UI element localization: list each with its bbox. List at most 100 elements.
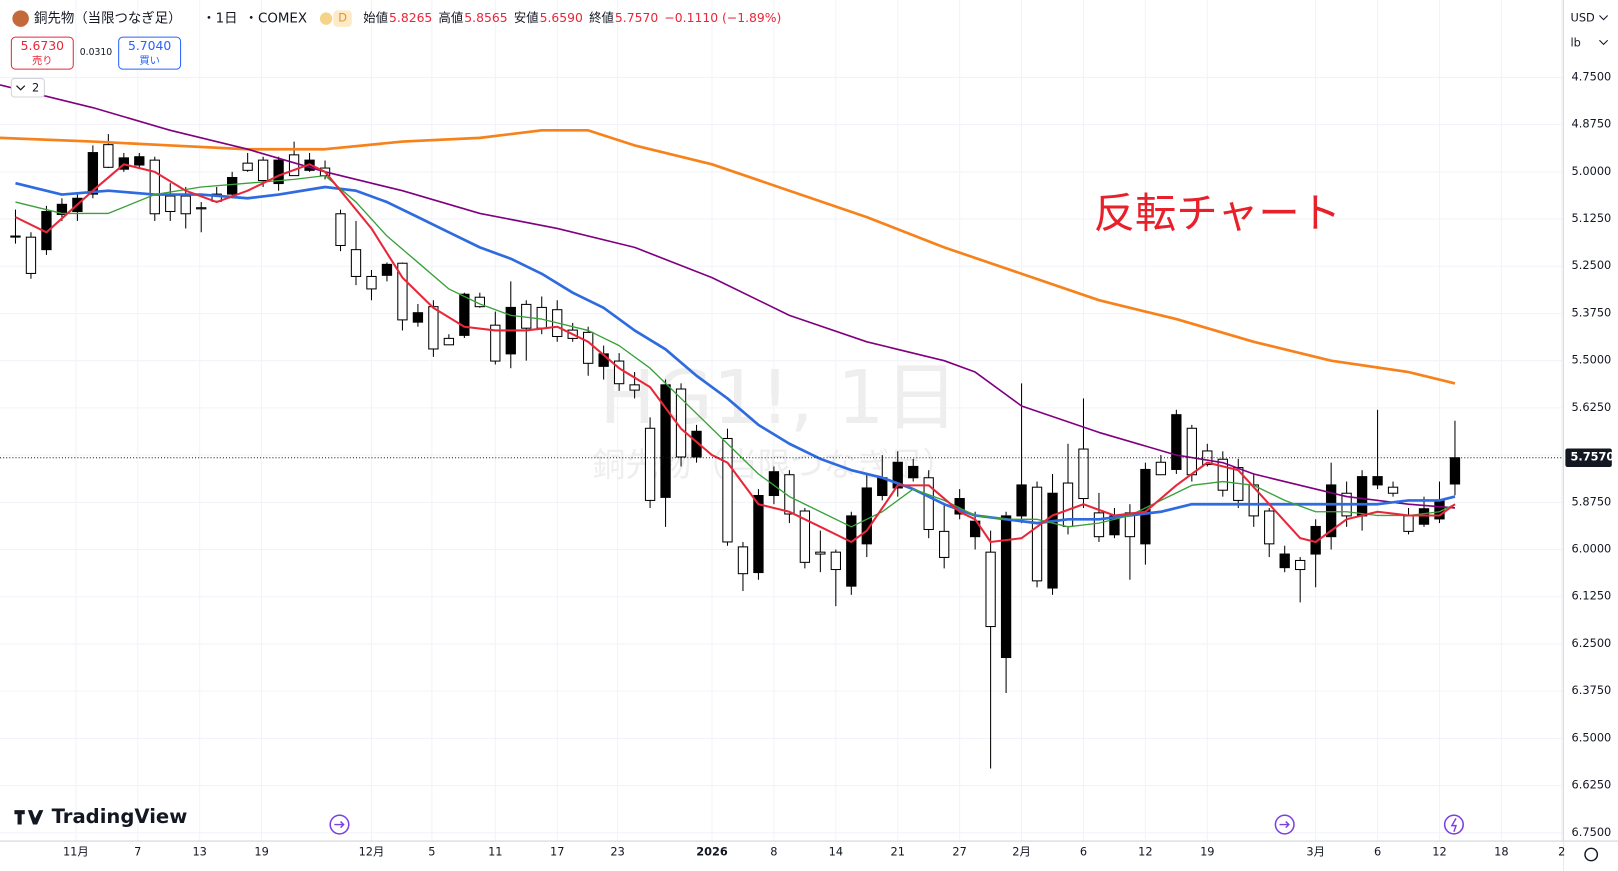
candle-body xyxy=(335,213,346,247)
y-tick-label: 5.8750 xyxy=(1572,494,1612,508)
candle-body xyxy=(722,437,733,543)
price-axis xyxy=(1563,0,1618,871)
candle-body xyxy=(397,262,408,321)
current-price-label: 5.7570 xyxy=(1571,450,1615,464)
candle-body xyxy=(1295,559,1306,571)
candle-body xyxy=(443,337,455,346)
moving-average xyxy=(15,163,1456,544)
indicator-toggle[interactable] xyxy=(10,77,45,98)
candle-body xyxy=(1155,461,1167,476)
x-tick-label: 11月 xyxy=(63,844,89,858)
y-tick-label: 5.0000 xyxy=(1572,164,1612,178)
brand: TradingView xyxy=(52,805,188,828)
moving-average xyxy=(15,174,1456,528)
candle-body xyxy=(87,152,99,195)
y-tick-label: 6.0000 xyxy=(1572,542,1612,556)
event-icon[interactable] xyxy=(1443,814,1464,835)
candle-body xyxy=(1186,427,1197,476)
candle-body xyxy=(180,195,191,215)
candle-body xyxy=(644,427,656,501)
candle-body xyxy=(242,162,253,171)
x-tick-label: 6 xyxy=(1080,844,1087,858)
indicator-count: 2 xyxy=(32,81,39,95)
time-axis xyxy=(0,841,1564,871)
candle-body xyxy=(1000,515,1012,659)
x-tick-label: 12月 xyxy=(359,844,385,858)
candle-body xyxy=(629,384,640,391)
unit[interactable]: lb xyxy=(1571,35,1581,49)
x-tick-label: 19 xyxy=(1200,844,1214,858)
candle-body xyxy=(1372,476,1383,486)
x-tick-label: 5 xyxy=(428,844,435,858)
settings-icon[interactable] xyxy=(1584,847,1599,862)
y-tick-label: 6.2500 xyxy=(1572,636,1612,650)
ohlc-header: 始値 5.8265 高値 5.8565 安値 5.6590 終値 5.7570 −0.1110 … xyxy=(363,10,781,25)
plot xyxy=(0,84,1564,769)
candle-body xyxy=(1171,414,1182,470)
candle-body xyxy=(1047,492,1058,589)
ohlc-value: 5.7570 xyxy=(615,11,658,25)
axes: 4.7500 4.8750 5.0000 5.1250 5.2500 5.3750 5.50… xyxy=(63,69,1614,858)
x-tick-label: 11 xyxy=(488,844,502,858)
x-tick-label: 27 xyxy=(952,844,966,858)
y-tick-label: 5.5000 xyxy=(1572,353,1612,367)
candle-body xyxy=(25,236,37,274)
sell-button[interactable] xyxy=(10,36,74,70)
y-tick-label: 5.2500 xyxy=(1572,258,1612,272)
x-tick-label: 7 xyxy=(134,844,141,858)
candle-body xyxy=(412,312,424,323)
x-tick-label: 6 xyxy=(1374,844,1381,858)
x-tick-label: 2026 xyxy=(696,844,728,858)
candle-body xyxy=(908,465,919,479)
candle-body xyxy=(1264,510,1275,545)
y-tick-label: 6.1250 xyxy=(1572,589,1612,603)
y-tick-label: 4.8750 xyxy=(1572,117,1612,131)
candle-body xyxy=(846,515,857,587)
logo-mark xyxy=(14,810,44,825)
buy-label: 買い xyxy=(139,55,160,67)
candle-body xyxy=(923,477,934,531)
candle-body xyxy=(737,546,749,575)
candle-body xyxy=(861,487,872,545)
candle-body xyxy=(799,510,811,563)
buy-price: 5.7040 xyxy=(128,39,171,53)
candle-body xyxy=(227,176,238,195)
x-tick-label: 3月 xyxy=(1306,844,1325,858)
x-tick-label: 23 xyxy=(610,844,624,858)
candle-body xyxy=(459,293,470,336)
ohlc-value: 5.6590 xyxy=(540,11,583,25)
candle-body xyxy=(1016,484,1027,517)
sell-label: 売り xyxy=(32,54,53,67)
candle-body xyxy=(103,144,114,168)
candle-body xyxy=(490,324,501,362)
y-tick-label: 6.6250 xyxy=(1572,778,1612,792)
interval: ・1日 xyxy=(202,12,237,27)
candle-body xyxy=(830,551,841,571)
buy-button[interactable] xyxy=(118,36,182,70)
candle-body xyxy=(691,430,702,458)
candle-body xyxy=(257,159,269,182)
candle-body xyxy=(1356,476,1368,517)
candle-body xyxy=(1093,512,1105,538)
sell-price: 5.6730 xyxy=(21,39,64,53)
chevron xyxy=(1599,15,1609,21)
candle-body xyxy=(149,159,160,215)
x-tick-label: 2 xyxy=(1558,844,1565,858)
currency[interactable]: USD xyxy=(1571,11,1596,25)
candle-body xyxy=(1387,486,1399,494)
watermark-ticker: HG1!, 1日 xyxy=(599,354,958,441)
candle-body xyxy=(892,461,903,489)
candle-body xyxy=(985,551,996,628)
candle-body xyxy=(877,477,888,497)
badge-bg xyxy=(333,10,352,27)
x-tick-label: 18 xyxy=(1494,844,1508,858)
candle-body xyxy=(10,235,21,238)
y-tick-label: 6.3750 xyxy=(1572,683,1612,697)
x-tick-label: 12 xyxy=(1432,844,1446,858)
y-tick-label: 5.3750 xyxy=(1572,305,1612,319)
candle-body xyxy=(536,306,547,329)
symbol-icon xyxy=(12,10,29,27)
